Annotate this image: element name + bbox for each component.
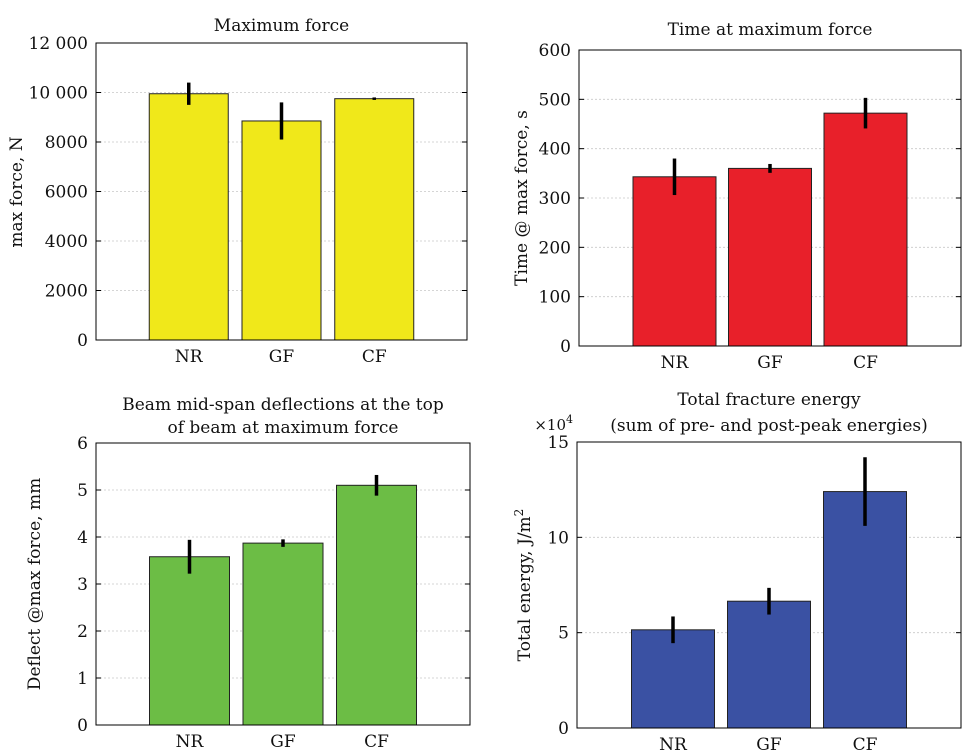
chart-title: Time at maximum force — [668, 20, 873, 40]
y-tick-label: 300 — [539, 189, 571, 209]
chart-title-line: of beam at maximum force — [167, 418, 398, 438]
y-tick-label: 5 — [77, 481, 88, 501]
y-tick-label: 200 — [539, 238, 571, 258]
chart-panel-3: NR GF CF 0 1 2 3 4 5 6 Beam mid-span deflections a… — [25, 395, 471, 750]
x-tick-label: NR — [659, 735, 688, 750]
y-tick-label: 6 — [77, 434, 88, 454]
bar-gf — [241, 120, 322, 341]
y-tick-label: 10 000 — [29, 84, 88, 104]
y-tick-label: 0 — [560, 337, 571, 357]
y-tick-label: 8000 — [45, 133, 88, 153]
x-tick-label: CF — [362, 347, 387, 367]
y-tick-label: 0 — [558, 719, 569, 739]
y-tick-label: 4 — [77, 528, 88, 548]
y-axis-label: max force, N — [7, 136, 27, 247]
y-axis-label-text: Deflect @max force, mm — [25, 478, 45, 690]
chart-title-line: (sum of pre- and post-peak energies) — [610, 416, 927, 436]
bar-nr — [149, 556, 230, 726]
y-tick-label: 2000 — [45, 282, 88, 302]
y-axis-label: Time @ max force, s — [512, 110, 532, 286]
y-tick-label: 15 — [547, 433, 569, 453]
y-tick-label: 1 — [77, 669, 88, 689]
x-tick-label: GF — [757, 353, 783, 373]
x-tick-label: CF — [853, 735, 878, 750]
y-axis-label: Total energy, J/m2 — [512, 509, 535, 662]
y-axis-label-superscript: 2 — [512, 509, 526, 517]
x-tick-label: NR — [176, 732, 205, 750]
chart-panel-2: NR GF CF 0 100 200 300 400 500 600 Time at maximum… — [512, 20, 962, 373]
chart-title-line: Beam mid-span deflections at the top — [122, 395, 444, 415]
bar-nr — [631, 629, 715, 729]
x-tick-label: GF — [270, 732, 296, 750]
bar-cf — [823, 491, 907, 729]
y-tick-label: 0 — [77, 331, 88, 351]
axis-exponent-base: ×10 — [534, 416, 566, 434]
bar-cf — [336, 484, 417, 726]
x-tick-label: CF — [853, 353, 878, 373]
y-axis-label-text: Total energy, J/m — [515, 516, 535, 661]
y-tick-label: 3 — [77, 575, 88, 595]
bar-nr — [632, 176, 717, 347]
bar-cf — [823, 112, 908, 347]
y-axis-label: Deflect @max force, mm — [25, 478, 45, 690]
y-tick-label: 12 000 — [29, 34, 88, 54]
axis-exponent-label: ×104 — [534, 413, 573, 434]
chart-panel-4: NR GF CF 0 5 10 15 Total fracture energy (sum of… — [512, 390, 962, 750]
chart-title: Maximum force — [214, 16, 349, 36]
bar-gf — [242, 542, 324, 726]
axis-exponent-power: 4 — [566, 413, 573, 426]
y-axis-label-text: max force, N — [7, 136, 27, 247]
y-tick-label: 100 — [539, 288, 571, 308]
bar-gf — [728, 167, 812, 347]
bar-cf — [334, 98, 415, 341]
y-tick-label: 4000 — [45, 232, 88, 252]
axes-frame — [576, 441, 962, 729]
y-tick-label: 0 — [77, 716, 88, 736]
x-tick-label: GF — [756, 735, 782, 750]
x-tick-label: NR — [661, 353, 690, 373]
chart-title-line: Total fracture energy — [677, 390, 861, 410]
bar-nr — [148, 93, 229, 341]
bar-gf — [727, 600, 811, 729]
y-tick-label: 2 — [77, 622, 88, 642]
y-tick-label: 5 — [558, 624, 569, 644]
x-tick-label: CF — [364, 732, 389, 750]
y-tick-label: 6000 — [45, 183, 88, 203]
y-axis-label-text: Time @ max force, s — [512, 110, 532, 286]
x-tick-label: GF — [269, 347, 295, 367]
y-tick-label: 500 — [539, 90, 571, 110]
y-tick-label: 400 — [539, 140, 571, 160]
chart-panel-1: NR GF CF 0 2000 4000 6000 8000 10 000 12 000 Maxim… — [7, 16, 468, 367]
y-tick-label: 600 — [539, 41, 571, 61]
x-tick-label: NR — [175, 347, 204, 367]
y-tick-label: 10 — [547, 528, 569, 548]
